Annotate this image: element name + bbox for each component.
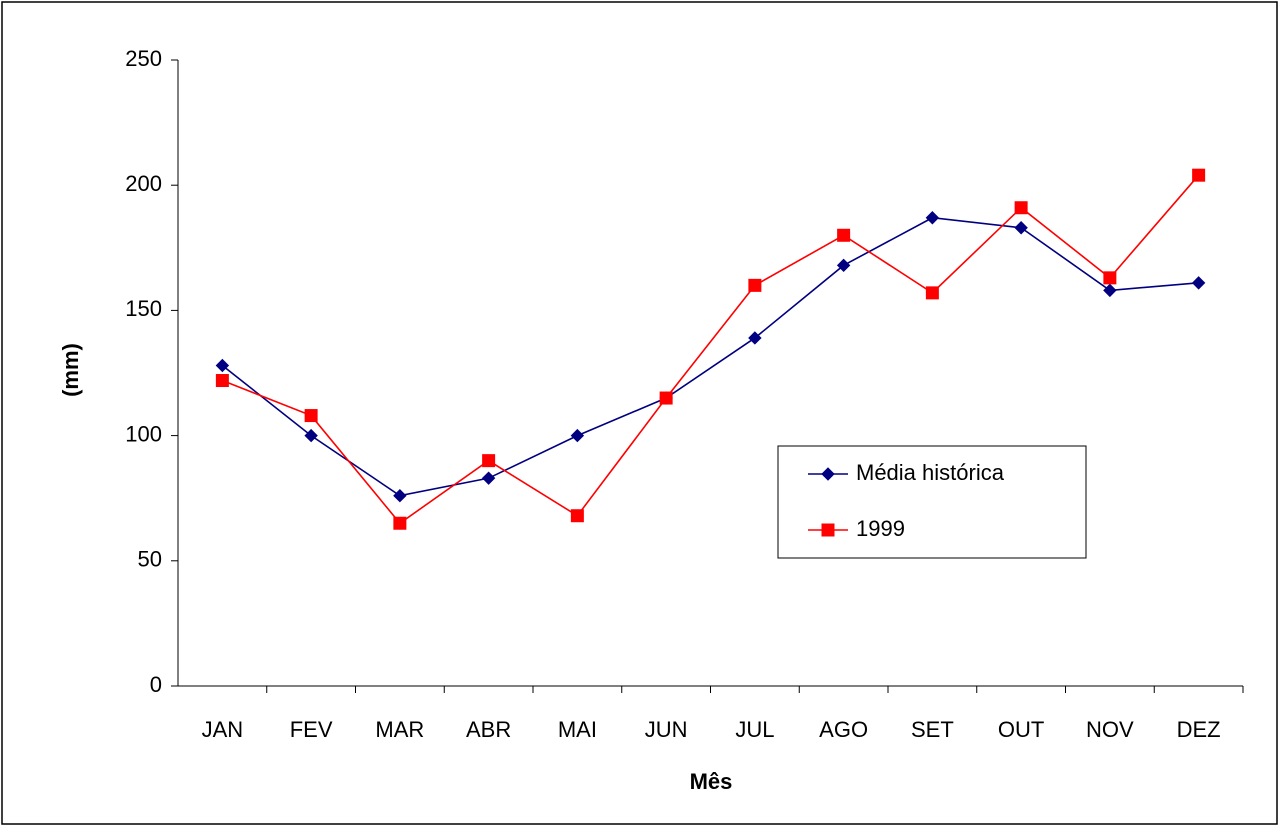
- legend-label: Média histórica: [856, 460, 1005, 485]
- point: [304, 428, 318, 443]
- point: [393, 516, 407, 530]
- series-line: [222, 174, 1200, 525]
- x-tick-label: AGO: [819, 717, 868, 742]
- legend-marker: [821, 523, 835, 537]
- point: [836, 258, 851, 273]
- point: [1192, 168, 1206, 182]
- point: [1014, 221, 1028, 235]
- x-tick-label: FEV: [290, 717, 333, 742]
- x-tick-label: JUN: [645, 717, 688, 742]
- y-tick-label: 50: [138, 547, 162, 572]
- legend-label: 1999: [856, 516, 905, 541]
- point: [837, 228, 851, 242]
- point: [1103, 271, 1117, 285]
- y-tick-label: 150: [125, 296, 162, 321]
- point: [925, 211, 940, 225]
- y-axis-label: (mm): [58, 343, 83, 397]
- point: [481, 471, 496, 485]
- point: [1191, 276, 1206, 290]
- x-tick-label: JUL: [735, 717, 774, 742]
- point: [393, 488, 407, 503]
- point: [1014, 201, 1028, 215]
- point: [215, 358, 230, 373]
- point: [482, 454, 496, 468]
- x-tick-label: DEZ: [1177, 717, 1221, 742]
- point: [748, 331, 762, 345]
- x-tick-label: ABR: [466, 717, 511, 742]
- y-tick-label: 250: [125, 46, 162, 71]
- series-line: [221, 216, 1199, 497]
- legend-marker: [821, 467, 835, 481]
- x-tick-label: SET: [911, 717, 954, 742]
- y-tick-label: 200: [125, 171, 162, 196]
- point: [215, 374, 229, 388]
- x-tick-label: NOV: [1086, 717, 1134, 742]
- legend-box: [777, 445, 1087, 559]
- y-tick-label: 0: [150, 672, 162, 697]
- point: [659, 391, 673, 405]
- point: [1103, 283, 1117, 298]
- x-axis-label: Mês: [690, 769, 733, 794]
- x-tick-label: MAI: [558, 717, 597, 742]
- x-tick-label: MAR: [375, 717, 424, 742]
- point: [925, 286, 939, 300]
- point: [570, 509, 584, 523]
- x-tick-label: OUT: [998, 717, 1044, 742]
- point: [570, 428, 585, 443]
- x-tick-label: JAN: [202, 717, 244, 742]
- y-tick-label: 100: [125, 421, 162, 446]
- point: [304, 409, 318, 423]
- point: [748, 278, 762, 292]
